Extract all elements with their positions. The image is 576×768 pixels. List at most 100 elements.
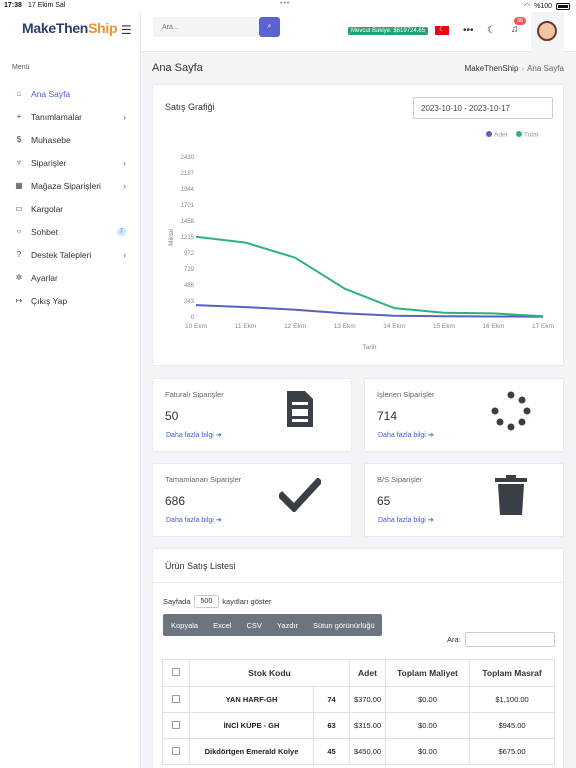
more-info-link[interactable]: Daha fazla bilgi ➔ [166, 517, 222, 524]
more-options-icon[interactable]: ••• [463, 25, 474, 36]
sidebar-item-muhasebe[interactable]: $ Muhasebe [0, 128, 140, 151]
row-select-cell [162, 712, 190, 739]
stock-code-cell: İNCİ KÜPE - GH [189, 712, 314, 739]
store-icon: ▦ [15, 181, 23, 190]
col-total-cost[interactable]: Toplam Maliyet [385, 659, 470, 687]
status-bar: 17:38 17 Ekim Sal ••• ◠ %100 [0, 0, 576, 12]
print-button[interactable]: Yazdır [276, 621, 298, 630]
wifi-icon: ◠ [523, 3, 531, 10]
more-info-link[interactable]: Daha fazla bilgi ➔ [166, 432, 222, 439]
table-search: Ara: [447, 632, 555, 647]
y-tick-label: 1944 [181, 187, 195, 193]
table-header-row: Stok Kodu Adet Toplam Maliyet Toplam Mas… [162, 659, 555, 687]
stat-label: B/S Siparişler [377, 475, 423, 484]
sidebar-item-ayarlar[interactable]: ✲ Ayarlar [15, 272, 58, 283]
product-sales-list-card: Ürün Satış Listesi Sayfada 500 kayıtları… [152, 548, 564, 768]
column-visibility-button[interactable]: Sütun görünürlüğü [313, 621, 375, 630]
breadcrumb: MakeThenShip › Ana Sayfa [464, 64, 564, 73]
balance-badge: Mevcut Bakiye: $619724.65 [348, 27, 429, 35]
col-qty[interactable]: Adet [349, 659, 386, 687]
page-length-select[interactable]: 500 [193, 595, 220, 608]
row-checkbox[interactable] [172, 694, 180, 703]
chat-badge: 7 [116, 227, 126, 236]
trash-icon [495, 475, 527, 515]
page-length-control: Sayfada 500 kayıtları göster [163, 595, 272, 608]
y-axis-label: Miktar [168, 227, 175, 246]
stat-value: 65 [377, 494, 391, 508]
row-checkbox[interactable] [172, 720, 180, 729]
sidebar-item-destek-talepleri[interactable]: ? Destek Talepleri › [0, 243, 140, 266]
cart-icon: ▿ [16, 158, 21, 167]
export-button-group: Kopyala Excel CSV Yazdır Sütun görünürlü… [163, 614, 382, 636]
search-input[interactable] [153, 17, 259, 37]
copy-button[interactable]: Kopyala [171, 621, 199, 630]
multitask-dots-icon[interactable]: ••• [280, 0, 291, 7]
sidebar-item-cikis-yap[interactable]: ↦ Çıkış Yap [15, 295, 68, 306]
sidebar-item-kargolar[interactable]: ▭ Kargolar [15, 203, 64, 214]
app-logo[interactable]: MakeThenShip [22, 20, 118, 36]
stat-value: 686 [165, 494, 186, 508]
more-info-link[interactable]: Daha fazla bilgi ➔ [378, 432, 434, 439]
search-icon: ⌕ [267, 23, 272, 30]
sidebar-item-sohbet[interactable]: ○ Sohbet 7 [0, 220, 140, 243]
row-checkbox[interactable] [172, 746, 180, 755]
table-search-input[interactable] [465, 632, 555, 647]
page-title: Ana Sayfa [152, 62, 203, 74]
user-menu[interactable] [531, 12, 564, 52]
avatar[interactable] [537, 21, 557, 41]
cost-cell: $315.00 [349, 712, 386, 739]
table-row: YAN HARF-GH 74 $370.00 $0.00 $1,100.00 [162, 686, 555, 713]
col-stock-code[interactable]: Stok Kodu [189, 659, 350, 687]
logout-icon: ↦ [15, 296, 23, 305]
dollar-icon: $ [16, 135, 22, 144]
csv-button[interactable]: CSV [246, 621, 262, 630]
sidebar: MakeThenShip ☰ Menü ⌂ Ana Sayfa + Tanımlam… [0, 12, 141, 768]
legend-label: Tutar [524, 132, 540, 139]
hamburger-menu-icon[interactable]: ☰ [121, 23, 132, 37]
qty-cell: 74 [313, 686, 350, 713]
stat-value: 50 [165, 409, 179, 423]
battery-percent: %100 [534, 2, 552, 10]
breadcrumb-current: Ana Sayfa [527, 64, 564, 73]
y-tick-label: 0 [191, 315, 195, 321]
sidebar-item-ana-sayfa[interactable]: ⌂ Ana Sayfa [0, 82, 140, 105]
sidebar-item-siparisler[interactable]: ▿ Siparişler › [0, 151, 140, 174]
invoice-icon [287, 391, 313, 427]
expense-cell: $0.00 [385, 738, 470, 765]
chevron-right-icon: › [123, 249, 126, 260]
sidebar-item-magaza-siparisleri[interactable]: ▦ Mağaza Siparişleri › [15, 180, 126, 191]
bell-icon[interactable]: ♫ [511, 24, 519, 35]
y-tick-label: 972 [184, 251, 195, 257]
menu-title: Menü [12, 64, 30, 71]
help-icon: ? [16, 250, 22, 259]
stat-label: Faturalı Siparişler [165, 390, 224, 399]
home-icon: ⌂ [16, 89, 22, 98]
row-select-cell [162, 738, 190, 765]
sidebar-menu: ⌂ Ana Sayfa + Tanımlamalar › $ Muhasebe ▿ Sip… [0, 82, 140, 312]
chat-icon: ○ [16, 227, 22, 236]
stat-value: 714 [377, 409, 398, 423]
breadcrumb-home-link[interactable]: MakeThenShip [464, 64, 519, 73]
search-button[interactable]: ⌕ [259, 17, 280, 37]
table-row: Dikdörtgen Emerald Kolye 45 $450.00 $0.0… [162, 738, 555, 765]
product-table: Stok Kodu Adet Toplam Maliyet Toplam Mas… [162, 659, 555, 765]
plus-icon: + [16, 112, 22, 121]
dark-mode-moon-icon[interactable]: ☾ [487, 25, 496, 36]
truck-icon: ▭ [15, 204, 23, 213]
qty-cell: 45 [313, 738, 350, 765]
date-range-picker[interactable]: 2023-10-10 - 2023-10-17 [413, 97, 553, 119]
chevron-right-icon: › [123, 111, 126, 122]
select-all-header[interactable] [162, 659, 190, 687]
col-total-expense[interactable]: Toplam Masraf [469, 659, 555, 687]
legend-marker [486, 131, 492, 137]
excel-button[interactable]: Excel [213, 621, 232, 630]
list-title: Ürün Satış Listesi [165, 561, 236, 571]
total-cell: $675.00 [469, 738, 555, 765]
x-axis-label: Tarih [362, 344, 376, 351]
turkish-flag-icon[interactable]: ☾ [435, 26, 449, 35]
notification-badge: 36 [514, 17, 527, 25]
sidebar-item-tanimlamalar[interactable]: + Tanımlamalar › [0, 105, 140, 128]
x-tick-label: 17 Ekm [532, 323, 554, 330]
select-all-checkbox[interactable] [172, 668, 180, 676]
more-info-link[interactable]: Daha fazla bilgi ➔ [378, 517, 434, 524]
